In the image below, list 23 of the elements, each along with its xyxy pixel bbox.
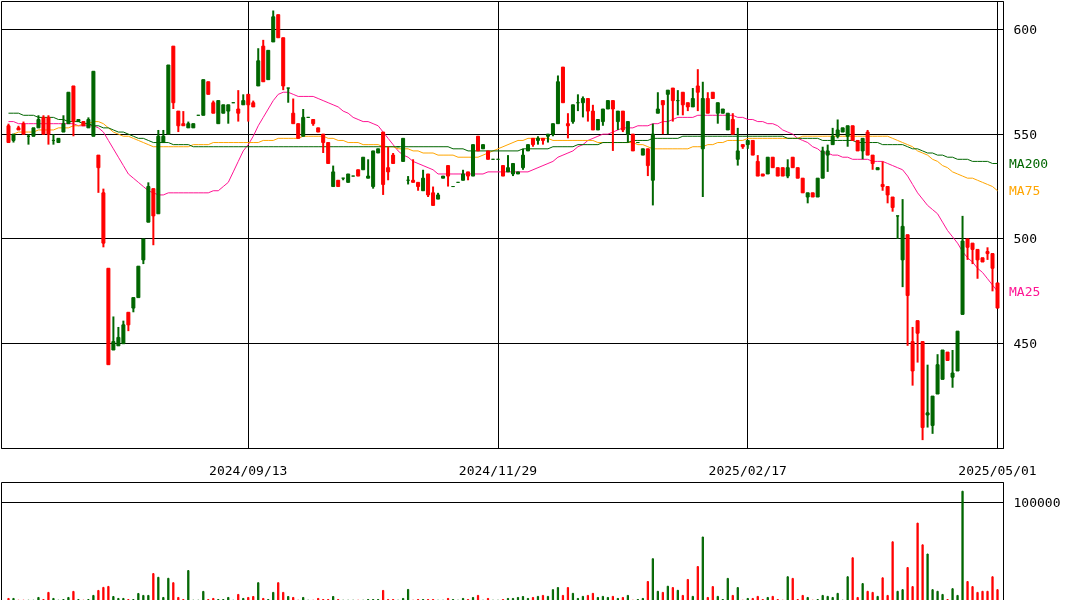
x-tick-label: 2024/09/13	[209, 462, 288, 478]
candlestick	[875, 166, 880, 171]
series-label: MA25	[1009, 283, 1041, 299]
x-tick-label: 2025/02/17	[708, 462, 787, 478]
series-label: MA75	[1009, 182, 1041, 198]
candlestick	[266, 49, 271, 81]
y-tick-label: 550	[1013, 126, 1037, 142]
y-tick-label: 600	[1013, 21, 1037, 37]
x-tick-label: 2024/11/29	[458, 462, 538, 478]
candlestick	[560, 66, 565, 104]
candlestick	[765, 156, 770, 175]
x-tick-label: 2025/05/01	[958, 462, 1037, 478]
candlestick	[106, 267, 111, 366]
candlestick	[361, 156, 366, 171]
candlestick	[336, 179, 341, 188]
candlestick	[630, 133, 635, 152]
candlestick	[56, 137, 61, 144]
y-tick-label: 450	[1013, 336, 1037, 352]
candlestick	[441, 175, 446, 180]
candlestick	[725, 112, 730, 131]
y-tick-label: 100000	[1013, 495, 1061, 511]
y-tick-label: 500	[1013, 231, 1037, 247]
series-label: MA200	[1009, 155, 1049, 171]
